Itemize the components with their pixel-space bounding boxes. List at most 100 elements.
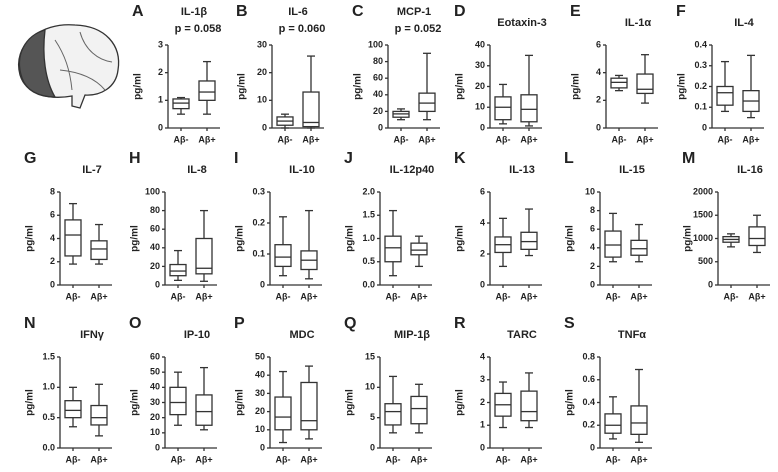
y-tick-label: 0	[260, 442, 265, 452]
x-tick-label: Aβ-	[386, 454, 401, 464]
box	[90, 404, 108, 426]
y-tick-label: 50	[150, 367, 160, 377]
box	[716, 85, 734, 106]
x-tick-label: Aβ+	[520, 134, 537, 144]
x-tick-label: Aβ+	[198, 134, 215, 144]
y-tick-label: 0	[262, 122, 267, 132]
panel-title: MIP-1β	[394, 329, 430, 341]
y-tick-label: 0.3	[694, 60, 707, 70]
x-tick-label: Aβ+	[520, 454, 537, 464]
panel-letter: H	[129, 150, 141, 167]
y-tick-label: 4	[596, 67, 601, 77]
x-tick-label: Aβ-	[66, 454, 81, 464]
y-tick-label: 100	[145, 186, 160, 196]
y-axis-label: pg/ml	[235, 389, 246, 416]
y-tick-label: 0	[590, 279, 595, 289]
panel-letter: M	[682, 150, 695, 167]
x-tick-label: Aβ-	[724, 291, 739, 301]
y-tick-label: 2	[50, 256, 55, 266]
y-tick-label: 4	[480, 351, 485, 361]
y-tick-label: 5	[370, 412, 375, 422]
y-tick-label: 0.4	[694, 39, 707, 49]
y-tick-label: 20	[255, 406, 265, 416]
box	[610, 77, 628, 89]
y-tick-label: 2.0	[362, 186, 375, 196]
panel-letter: K	[454, 150, 466, 167]
panel-title: IL-1β	[181, 6, 208, 18]
y-tick-label: 2	[158, 67, 163, 77]
y-tick-label: 80	[373, 56, 383, 66]
y-tick-label: 20	[150, 261, 160, 271]
y-tick-label: 0.4	[582, 397, 595, 407]
x-tick-label: Aβ-	[66, 291, 81, 301]
x-tick-label: Aβ-	[386, 291, 401, 301]
y-axis-label: pg/ml	[455, 73, 466, 100]
box	[604, 230, 622, 258]
box	[64, 400, 82, 419]
y-tick-label: 0	[260, 279, 265, 289]
box	[195, 237, 213, 275]
y-tick-label: 30	[150, 397, 160, 407]
y-axis-label: pg/ml	[353, 73, 364, 100]
x-tick-label: Aβ-	[171, 454, 186, 464]
x-tick-label: Aβ-	[606, 454, 621, 464]
x-tick-label: Aβ+	[748, 291, 765, 301]
panel-letter: F	[676, 3, 686, 20]
x-tick-label: Aβ+	[300, 454, 317, 464]
panel-title: MCP-1	[397, 6, 431, 18]
x-tick-label: Aβ-	[171, 291, 186, 301]
y-tick-label: 6	[480, 186, 485, 196]
panel-letter: S	[564, 315, 575, 332]
panel-letter: D	[454, 3, 466, 20]
x-tick-label: Aβ-	[496, 134, 511, 144]
panel-title: IL-4	[734, 17, 754, 29]
box	[300, 381, 318, 431]
y-tick-label: 0	[702, 122, 707, 132]
y-tick-label: 0.0	[42, 442, 55, 452]
p-value: p = 0.058	[175, 23, 222, 35]
x-tick-label: Aβ-	[276, 454, 291, 464]
y-tick-label: 0	[596, 122, 601, 132]
box	[520, 390, 538, 422]
y-axis-label: pg/ml	[237, 73, 248, 100]
box	[90, 240, 108, 261]
panel-letter: J	[344, 150, 353, 167]
y-tick-label: 0	[708, 279, 713, 289]
y-tick-label: 0.1	[694, 102, 707, 112]
box	[630, 405, 648, 436]
panel-title: IL-12p40	[390, 164, 435, 176]
y-tick-label: 8	[590, 205, 595, 215]
panel-title: IL-8	[187, 164, 207, 176]
y-tick-label: 6	[50, 210, 55, 220]
y-tick-label: 1.0	[362, 233, 375, 243]
y-tick-label: 40	[150, 242, 160, 252]
y-axis-label: pg/ml	[455, 389, 466, 416]
y-tick-label: 40	[475, 39, 485, 49]
box	[169, 263, 187, 277]
y-tick-label: 20	[257, 67, 267, 77]
y-tick-label: 0.2	[694, 81, 707, 91]
y-axis-label: pg/ml	[235, 225, 246, 252]
panel-title: IFNγ	[80, 329, 105, 341]
y-axis-label: pg/ml	[130, 225, 141, 252]
x-tick-label: Aβ+	[630, 454, 647, 464]
y-tick-label: 10	[585, 186, 595, 196]
y-tick-label: 0.2	[252, 217, 265, 227]
y-tick-label: 1	[158, 95, 163, 105]
y-tick-label: 50	[255, 351, 265, 361]
p-value: p = 0.060	[279, 23, 326, 35]
x-tick-label: Aβ-	[606, 291, 621, 301]
box	[520, 231, 538, 251]
y-tick-label: 1.0	[42, 382, 55, 392]
y-tick-label: 1000	[693, 233, 713, 243]
x-tick-label: Aβ+	[520, 291, 537, 301]
y-tick-label: 1.5	[42, 351, 55, 361]
y-tick-label: 30	[257, 39, 267, 49]
panel-title: IL-13	[509, 164, 535, 176]
x-tick-label: Aβ+	[300, 291, 317, 301]
y-tick-label: 0.6	[582, 374, 595, 384]
box	[410, 242, 428, 256]
y-tick-label: 10	[255, 424, 265, 434]
y-tick-label: 1.5	[362, 210, 375, 220]
